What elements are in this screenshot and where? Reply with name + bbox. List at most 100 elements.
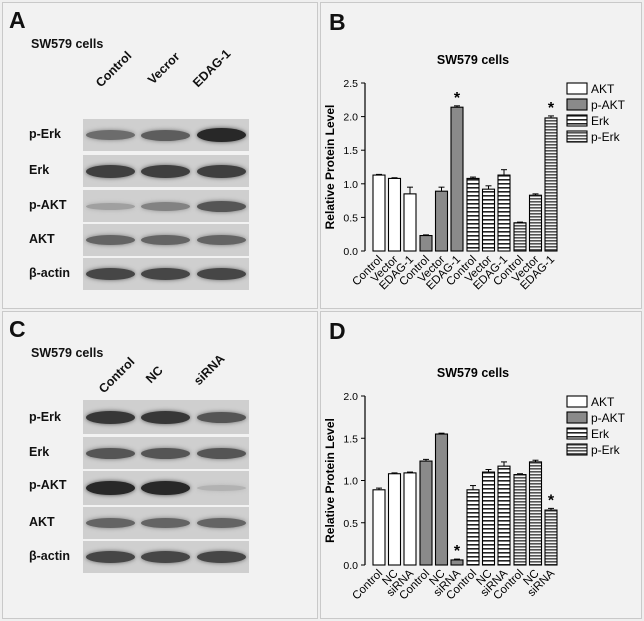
blot-strip xyxy=(83,258,249,290)
lane-label: NC xyxy=(143,363,166,386)
panel-a: A SW579 cells Control Vecror EDAG-1 p-Er… xyxy=(2,2,318,309)
bar xyxy=(544,509,558,566)
legend-swatch xyxy=(566,443,588,456)
bar xyxy=(466,177,480,252)
legend-swatch xyxy=(566,130,588,143)
blot-band xyxy=(197,551,246,563)
bar xyxy=(419,234,433,252)
y-tick-label: 0.5 xyxy=(343,518,358,530)
bar xyxy=(372,489,386,566)
blot-band xyxy=(197,201,246,212)
bar xyxy=(450,559,464,566)
bar xyxy=(403,472,417,566)
panel-letter: A xyxy=(9,7,26,33)
y-axis-label: Relative Protein Level xyxy=(323,105,337,230)
row-label: p-AKT xyxy=(29,478,67,492)
y-tick-label: 2.5 xyxy=(343,78,358,90)
blot-band xyxy=(86,518,135,528)
legend-label: p-AKT xyxy=(591,411,626,425)
bar-chart-b: SW579 cells Relative Protein Level 0.0 0.5 1… xyxy=(323,53,626,292)
bar xyxy=(528,461,543,566)
bar xyxy=(387,177,402,252)
cell-line-label: SW579 cells xyxy=(31,37,104,51)
blot-band xyxy=(141,448,190,459)
blot-strip xyxy=(83,437,249,469)
blot-band xyxy=(86,268,135,280)
blot-band xyxy=(197,518,246,528)
bar xyxy=(528,194,543,252)
row-label: AKT xyxy=(29,232,55,246)
blot-strip xyxy=(83,224,249,256)
row-label: β-actin xyxy=(29,266,70,280)
row-label: β-actin xyxy=(29,549,70,563)
significance-star: * xyxy=(454,543,461,560)
blot-band xyxy=(86,165,135,178)
blot-band xyxy=(86,130,135,140)
bar xyxy=(387,473,402,566)
blot-strip xyxy=(83,471,249,505)
row-label: AKT xyxy=(29,515,55,529)
blot-strip xyxy=(83,400,249,434)
y-tick-label: 2.0 xyxy=(343,112,358,124)
bar xyxy=(434,433,449,566)
panel-c: C SW579 cells Control NC siRNA p-Erk Erk… xyxy=(2,311,318,619)
blot-band xyxy=(141,411,190,424)
lane-label: siRNA xyxy=(191,351,228,388)
bar-chart-d: SW579 cells Relative Protein Level 0.0 0.5 1… xyxy=(323,366,626,602)
row-label: Erk xyxy=(29,445,50,459)
blot-band xyxy=(141,165,190,178)
legend-swatch xyxy=(566,395,588,408)
lane-label: EDAG-1 xyxy=(190,46,234,90)
blot-strip xyxy=(83,507,249,539)
significance-star: * xyxy=(454,90,461,107)
blot-strip xyxy=(83,541,249,573)
bar xyxy=(481,471,496,566)
blot-strip xyxy=(83,119,249,151)
lane-label: Vecror xyxy=(145,49,183,87)
chart-title: SW579 cells xyxy=(437,53,509,67)
lane-label: Control xyxy=(96,354,138,396)
y-tick-label: 1.5 xyxy=(343,433,358,445)
blot-band xyxy=(86,481,135,495)
panel-b: B SW579 cells Relative Protein Level 0.0 0.… xyxy=(320,2,642,309)
blot-band xyxy=(141,268,190,280)
legend-swatch xyxy=(566,98,588,111)
blot-band xyxy=(141,481,190,495)
bar xyxy=(466,489,480,566)
y-tick-label: 1.0 xyxy=(343,476,358,488)
blot-strip xyxy=(83,155,249,187)
legend-swatch xyxy=(566,114,588,127)
y-tick-label: 2.0 xyxy=(343,391,358,403)
bar xyxy=(513,222,527,252)
lane-label: Control xyxy=(93,48,135,90)
legend-label: p-AKT xyxy=(591,98,626,112)
bar xyxy=(544,117,558,252)
blot-band xyxy=(197,412,246,423)
panel-d: D SW579 cells Relative Protein Level 0.0 0.… xyxy=(320,311,642,619)
panel-letter: B xyxy=(329,9,346,35)
legend-label: p-Erk xyxy=(591,130,621,144)
bar xyxy=(419,460,433,566)
bar xyxy=(481,188,496,252)
legend-label: AKT xyxy=(591,395,615,409)
y-axis-label: Relative Protein Level xyxy=(323,418,337,543)
legend-label: p-Erk xyxy=(591,443,621,457)
blot-band xyxy=(197,268,246,280)
chart-title: SW579 cells xyxy=(437,366,509,380)
legend-label: Erk xyxy=(591,114,610,128)
bar xyxy=(434,190,449,252)
row-label: p-Erk xyxy=(29,410,61,424)
blot-band xyxy=(86,551,135,563)
blot-band xyxy=(197,448,246,459)
y-tick-label: 0.0 xyxy=(343,560,358,572)
blot-band xyxy=(86,203,135,210)
blot-band xyxy=(141,202,190,211)
legend-swatch xyxy=(566,411,588,424)
blot-band xyxy=(197,128,246,142)
significance-star: * xyxy=(548,100,555,117)
blot-band xyxy=(197,165,246,178)
blot-band xyxy=(86,411,135,424)
row-label: Erk xyxy=(29,163,50,177)
legend-swatch xyxy=(566,82,588,95)
y-tick-label: 0.0 xyxy=(343,246,358,258)
